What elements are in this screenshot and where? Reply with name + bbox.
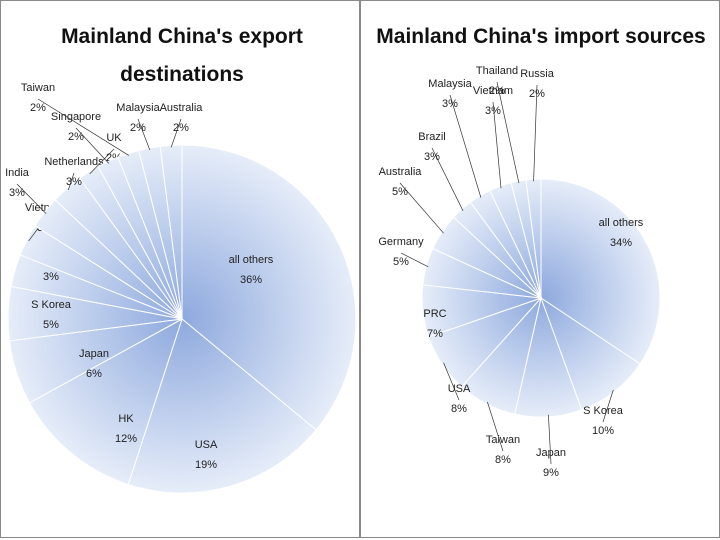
import-leader-s-korea [602,389,614,423]
import-chart-title-line-1: Mainland China's import sources [376,25,705,48]
import-label-australia: Australia [379,166,423,178]
export-chart-title-line-1: Mainland China's export [61,25,303,48]
import-label-germany: Germany [378,236,424,248]
import-value-russia: 2% [529,88,545,100]
import-label-thailand: Thailand [476,65,518,77]
import-value-japan: 9% [543,467,559,479]
export-value-malaysia: 2% [130,122,146,134]
export-label-taiwan: Taiwan [21,82,55,94]
import-value-usa: 8% [451,403,467,415]
export-value-germany: 3% [43,271,59,283]
import-leader-japan [548,414,552,465]
export-label-netherlands: Netherlands [44,156,104,168]
export-value-india: 3% [9,187,25,199]
export-leader-australia [170,118,182,148]
export-chart-title-line-2: destinations [120,63,244,86]
export-label-australia: Australia [160,102,204,114]
export-label-singapore: Singapore [51,111,101,123]
export-leader-malaysia [137,118,151,151]
export-slice-australia [159,144,183,320]
import-label-malaysia: Malaysia [428,78,472,90]
export-value-usa: 19% [195,459,217,471]
import-label-russia: Russia [520,68,555,80]
import-leader-australia [399,182,444,234]
export-leader-netherlands [67,172,75,191]
import-value-malaysia: 3% [442,98,458,110]
import-slice-s-korea [540,296,641,411]
export-value-hk: 12% [115,433,137,445]
export-value-netherlands: 3% [66,176,82,188]
import-label-vietnam: Vietnam [473,85,513,97]
export-leader-uk [89,148,115,175]
import-leader-taiwan [487,401,504,452]
import-leader-malaysia [449,94,482,198]
import-value-brazil: 3% [424,151,440,163]
import-leader-usa [443,362,460,401]
export-value-singapore: 2% [68,131,84,143]
export-label-japan: Japan [79,348,109,360]
export-slice-hk [28,317,183,486]
import-value-thailand: 2% [489,85,505,97]
import-label-brazil: Brazil [418,131,446,143]
import-label-prc: PRC [423,308,446,320]
import-value-all-others: 34% [610,237,632,249]
import-label-usa: USA [448,383,471,395]
export-label-malaysia: Malaysia [116,102,160,114]
export-chart-panel: Mainland China's export destinations all o… [0,0,360,538]
import-label-taiwan: Taiwan [486,434,520,446]
export-value-all-others: 36% [240,274,262,286]
export-value-japan: 6% [86,368,102,380]
import-label-all-others: all others [599,217,644,229]
export-label-uk: UK [106,132,122,144]
export-pie-chart: Mainland China's export destinations all o… [5,25,357,494]
export-value-australia: 2% [173,122,189,134]
import-value-s-korea: 10% [592,425,614,437]
export-slice-all-others [181,144,357,431]
export-leader-taiwan [37,98,129,156]
import-label-japan: Japan [536,447,566,459]
export-value-taiwan: 2% [30,102,46,114]
import-value-australia: 5% [392,186,408,198]
import-value-vietnam: 3% [485,105,501,117]
import-value-prc: 7% [427,328,443,340]
export-leader-india [16,183,47,214]
import-leader-vietnam [492,101,502,189]
import-leader-russia [533,84,538,182]
import-value-taiwan: 8% [495,454,511,466]
import-pie-chart: Mainland China's import sources all other… [376,25,705,479]
import-label-s-korea: S Korea [583,405,624,417]
export-label-india: India [5,167,30,179]
import-leader-brazil [431,147,464,211]
import-leader-germany [400,252,429,268]
export-label-hk: HK [118,413,134,425]
export-slice-usa [127,318,317,494]
export-leader-singapore [75,127,110,164]
export-label-all-others: all others [229,254,274,266]
export-label-s-korea: S Korea [31,299,72,311]
export-value-s-korea: 5% [43,319,59,331]
export-label-usa: USA [195,439,218,451]
import-chart-panel: Mainland China's import sources all other… [360,0,720,538]
import-value-germany: 5% [393,256,409,268]
import-leader-thailand [496,81,520,184]
